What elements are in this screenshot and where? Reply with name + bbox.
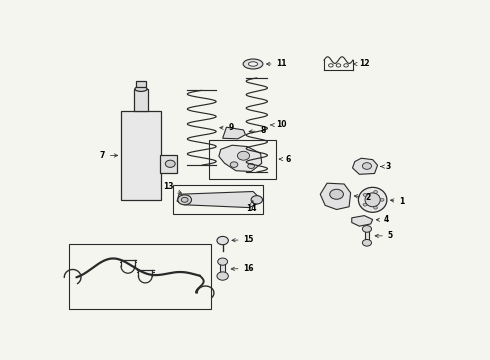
Circle shape: [363, 239, 371, 246]
Polygon shape: [177, 192, 259, 208]
Ellipse shape: [248, 62, 258, 66]
Circle shape: [374, 206, 377, 209]
Circle shape: [363, 194, 367, 196]
Circle shape: [363, 203, 367, 206]
Circle shape: [218, 258, 227, 265]
Text: 12: 12: [354, 59, 370, 68]
Text: 4: 4: [376, 215, 389, 224]
Polygon shape: [352, 216, 373, 226]
Bar: [160, 156, 177, 174]
Ellipse shape: [135, 86, 147, 91]
Circle shape: [248, 163, 254, 168]
Circle shape: [380, 198, 384, 201]
Circle shape: [217, 272, 228, 280]
Text: 3: 3: [380, 162, 391, 171]
Circle shape: [251, 195, 263, 204]
Bar: [220, 261, 225, 276]
Circle shape: [238, 151, 249, 160]
Text: 10: 10: [270, 121, 286, 130]
Text: 8: 8: [249, 126, 266, 135]
Bar: [121, 111, 161, 200]
Bar: [209, 140, 276, 179]
Text: 1: 1: [391, 197, 404, 206]
Bar: [173, 185, 263, 214]
Circle shape: [363, 226, 371, 232]
Circle shape: [217, 237, 228, 245]
Bar: [69, 244, 211, 309]
Circle shape: [363, 163, 371, 169]
Text: 16: 16: [231, 264, 254, 273]
Text: 13: 13: [163, 182, 181, 193]
Polygon shape: [320, 183, 351, 210]
Circle shape: [230, 162, 238, 167]
Ellipse shape: [365, 193, 380, 207]
Text: 7: 7: [99, 151, 118, 160]
Text: 11: 11: [267, 59, 287, 68]
Polygon shape: [222, 127, 245, 139]
Ellipse shape: [358, 187, 387, 212]
Circle shape: [374, 190, 377, 193]
Circle shape: [330, 189, 343, 199]
Text: 14: 14: [246, 201, 256, 213]
Circle shape: [178, 195, 192, 205]
Text: 5: 5: [375, 231, 393, 240]
Circle shape: [165, 160, 175, 167]
Polygon shape: [219, 145, 262, 172]
Text: 6: 6: [279, 154, 291, 163]
Polygon shape: [352, 158, 378, 174]
Ellipse shape: [243, 59, 263, 69]
Text: 15: 15: [232, 235, 254, 244]
Text: 9: 9: [220, 123, 234, 132]
Bar: [365, 228, 369, 244]
Circle shape: [181, 197, 188, 202]
Text: 2: 2: [354, 193, 370, 202]
Bar: [134, 89, 148, 111]
Bar: [136, 81, 146, 87]
